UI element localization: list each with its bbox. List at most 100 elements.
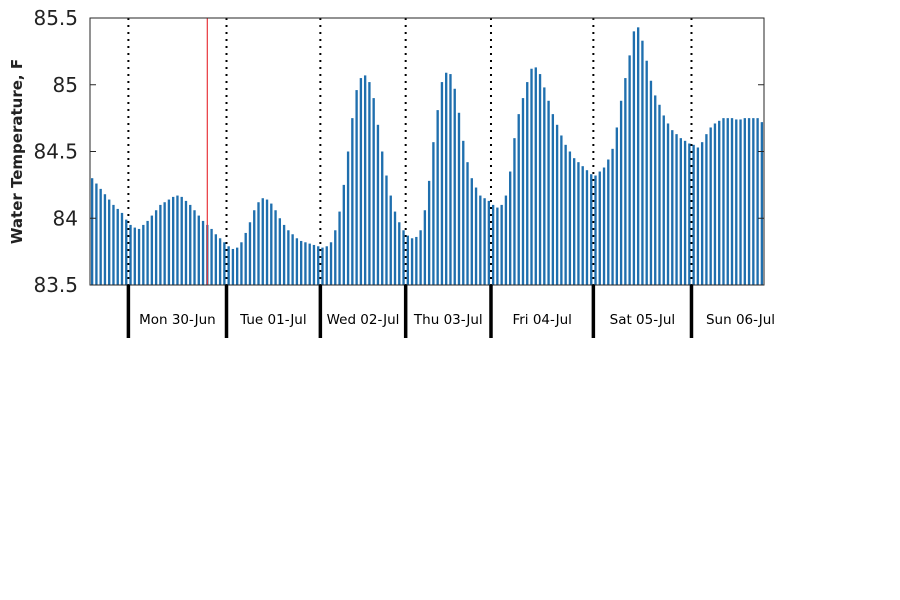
bar-79 xyxy=(427,180,431,285)
bar-80 xyxy=(432,142,435,285)
bar-71 xyxy=(393,211,397,285)
bar-74 xyxy=(406,235,409,285)
bar-127 xyxy=(632,31,636,285)
bar-107 xyxy=(547,100,550,286)
bar-60 xyxy=(346,151,350,285)
bar-65 xyxy=(368,82,371,285)
day-label-2: Wed 02-Jul xyxy=(327,312,400,328)
bar-88 xyxy=(466,162,469,285)
bar-5 xyxy=(112,204,115,285)
bar-11 xyxy=(137,228,141,285)
bar-18 xyxy=(167,199,171,285)
bar-14 xyxy=(150,215,154,285)
bar-156 xyxy=(756,118,759,286)
bar-62 xyxy=(355,90,358,285)
bar-154 xyxy=(747,118,751,286)
bar-47 xyxy=(291,234,294,285)
bar-35 xyxy=(240,242,243,285)
bar-61 xyxy=(351,118,354,286)
bar-43 xyxy=(274,210,277,285)
bar-85 xyxy=(453,88,456,285)
bar-40 xyxy=(261,198,264,285)
bar-148 xyxy=(722,118,725,286)
bar-110 xyxy=(560,135,563,285)
bar-68 xyxy=(381,151,384,285)
day-label-5: Sat 05-Jul xyxy=(610,312,676,328)
y-tick-label-3: 85 xyxy=(53,73,78,97)
bar-135 xyxy=(666,123,670,285)
bar-34 xyxy=(236,247,239,285)
day-label-1: Tue 01-Jul xyxy=(239,312,306,328)
bar-141 xyxy=(692,144,695,285)
bar-59 xyxy=(342,184,345,286)
bar-45 xyxy=(282,224,286,285)
bar-13 xyxy=(146,220,149,285)
bar-125 xyxy=(624,78,627,285)
bar-138 xyxy=(679,138,682,285)
bar-157 xyxy=(760,122,764,285)
bar-123 xyxy=(615,127,619,285)
bar-19 xyxy=(172,196,175,285)
y-axis-title: Water Temperature, F xyxy=(8,59,26,244)
bar-118 xyxy=(594,175,597,285)
bar-73 xyxy=(402,230,405,285)
bar-38 xyxy=(253,210,256,285)
bar-155 xyxy=(752,118,755,286)
bar-117 xyxy=(590,174,593,285)
bar-32 xyxy=(227,246,230,285)
bar-51 xyxy=(308,243,311,285)
bar-151 xyxy=(735,119,738,286)
day-label-6: Sun 06-Jul xyxy=(706,312,775,328)
day-label-0: Mon 30-Jun xyxy=(139,312,216,328)
y-tick-label-2: 84.5 xyxy=(33,140,78,164)
bar-103 xyxy=(530,68,533,285)
bar-15 xyxy=(154,210,158,285)
bar-124 xyxy=(619,100,623,286)
bar-89 xyxy=(470,178,473,285)
bar-121 xyxy=(607,159,610,285)
y-tick-label-4: 85.5 xyxy=(33,6,78,30)
bar-116 xyxy=(585,170,589,285)
bar-42 xyxy=(270,203,273,285)
bar-100 xyxy=(517,114,520,286)
bar-66 xyxy=(372,98,375,285)
bar-113 xyxy=(573,158,576,285)
bar-146 xyxy=(713,123,717,285)
day-separators xyxy=(127,18,693,285)
bar-114 xyxy=(577,162,580,285)
bar-105 xyxy=(538,74,542,285)
bar-91 xyxy=(479,195,482,285)
bar-128 xyxy=(636,27,640,286)
day-label-4: Fri 04-Jul xyxy=(512,312,571,328)
bar-58 xyxy=(338,211,341,285)
bar-9 xyxy=(129,224,132,285)
bar-37 xyxy=(248,222,252,285)
bar-23 xyxy=(189,204,192,285)
bar-75 xyxy=(410,238,414,285)
bar-54 xyxy=(321,247,324,285)
bar-44 xyxy=(278,218,282,285)
bar-77 xyxy=(419,230,422,285)
bar-16 xyxy=(159,204,162,285)
bar-92 xyxy=(483,198,486,285)
bar-106 xyxy=(543,87,546,285)
bar-53 xyxy=(317,246,320,285)
bar-7 xyxy=(120,212,124,285)
bar-97 xyxy=(504,195,508,285)
bar-83 xyxy=(445,72,448,285)
bar-122 xyxy=(611,148,614,285)
bar-119 xyxy=(598,171,601,285)
bar-69 xyxy=(385,175,388,285)
bar-3 xyxy=(103,194,107,285)
bar-87 xyxy=(462,140,465,285)
bar-46 xyxy=(287,230,290,285)
bar-55 xyxy=(325,246,328,285)
bar-33 xyxy=(231,248,235,285)
bar-134 xyxy=(662,115,665,286)
bar-112 xyxy=(568,151,572,285)
bar-131 xyxy=(649,80,653,286)
bar-150 xyxy=(730,118,734,286)
bar-50 xyxy=(304,242,307,285)
bar-129 xyxy=(641,40,644,286)
